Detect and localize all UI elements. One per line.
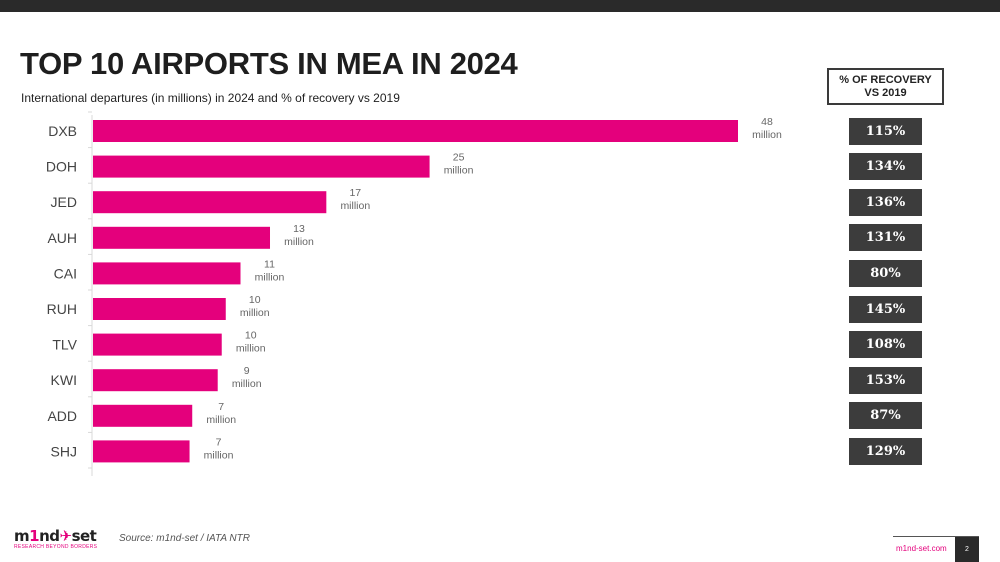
data-label-value: 7 bbox=[216, 436, 222, 448]
data-label-value: 7 bbox=[218, 401, 224, 413]
data-label-value: 13 bbox=[293, 223, 305, 235]
bar-shj bbox=[93, 440, 190, 463]
data-label-unit: million bbox=[752, 129, 782, 141]
data-label-unit: million bbox=[236, 343, 266, 355]
mindset-logo: m1nd✈set RESEARCH BEYOND BORDERS bbox=[14, 527, 97, 550]
category-label-cai: CAI bbox=[54, 265, 77, 281]
data-label-unit: million bbox=[284, 236, 314, 248]
category-label-auh: AUH bbox=[47, 230, 77, 246]
category-label-ruh: RUH bbox=[47, 301, 77, 317]
category-label-kwi: KWI bbox=[51, 372, 77, 388]
recovery-badge-kwi: 153% bbox=[849, 366, 922, 394]
website-link[interactable]: m1nd-set.com bbox=[896, 544, 947, 553]
plane-icon: ✈ bbox=[59, 527, 73, 545]
category-label-add: ADD bbox=[47, 408, 77, 424]
data-label-unit: million bbox=[206, 414, 236, 426]
category-label-shj: SHJ bbox=[51, 443, 77, 459]
data-label-unit: million bbox=[444, 165, 474, 177]
page-title: TOP 10 AIRPORTS IN MEA IN 2024 bbox=[20, 46, 518, 81]
data-label-unit: million bbox=[240, 307, 270, 319]
data-label-value: 48 bbox=[761, 116, 773, 128]
data-label-unit: million bbox=[204, 449, 234, 461]
bar-auh bbox=[93, 226, 271, 249]
bar-tlv bbox=[93, 333, 222, 356]
data-label-unit: million bbox=[340, 200, 370, 212]
data-label-value: 11 bbox=[264, 258, 275, 270]
data-label-unit: million bbox=[255, 271, 285, 283]
data-label-value: 9 bbox=[244, 365, 250, 377]
recovery-badge-dxb: 115% bbox=[849, 117, 922, 145]
data-label-value: 25 bbox=[453, 152, 465, 164]
footer-divider bbox=[893, 536, 979, 537]
chart-subtitle: International departures (in millions) i… bbox=[21, 91, 400, 105]
logo-tagline: RESEARCH BEYOND BORDERS bbox=[14, 544, 98, 550]
data-label-unit: million bbox=[232, 378, 262, 390]
page-number: 2 bbox=[955, 537, 979, 562]
data-label-value: 10 bbox=[245, 330, 257, 342]
bar-dxb bbox=[93, 120, 738, 142]
recovery-badge-auh: 131% bbox=[849, 224, 922, 252]
bar-kwi bbox=[93, 369, 218, 392]
data-label-value: 10 bbox=[249, 294, 261, 306]
recovery-badge-jed: 136% bbox=[849, 188, 922, 216]
recovery-badge-doh: 134% bbox=[849, 153, 922, 181]
bar-cai bbox=[93, 262, 241, 285]
recovery-badge-shj: 129% bbox=[849, 437, 922, 465]
bar-ruh bbox=[93, 298, 226, 320]
bar-add bbox=[93, 404, 193, 427]
top-bar bbox=[0, 0, 1000, 12]
category-label-dxb: DXB bbox=[48, 123, 77, 139]
category-label-doh: DOH bbox=[46, 159, 77, 175]
category-label-jed: JED bbox=[51, 194, 77, 210]
recovery-badge-ruh: 145% bbox=[849, 295, 922, 323]
bar-doh bbox=[93, 155, 430, 178]
recovery-badge-cai: 80% bbox=[849, 259, 922, 287]
logo-wordmark: m1nd✈set bbox=[14, 527, 97, 545]
recovery-column-header: % OF RECOVERY VS 2019 bbox=[827, 68, 944, 105]
source-note: Source: m1nd-set / IATA NTR bbox=[119, 533, 250, 544]
data-label-value: 17 bbox=[349, 187, 361, 199]
recovery-badge-tlv: 108% bbox=[849, 331, 922, 359]
recovery-badge-add: 87% bbox=[849, 402, 922, 430]
category-label-tlv: TLV bbox=[52, 337, 77, 353]
bar-jed bbox=[93, 191, 327, 214]
